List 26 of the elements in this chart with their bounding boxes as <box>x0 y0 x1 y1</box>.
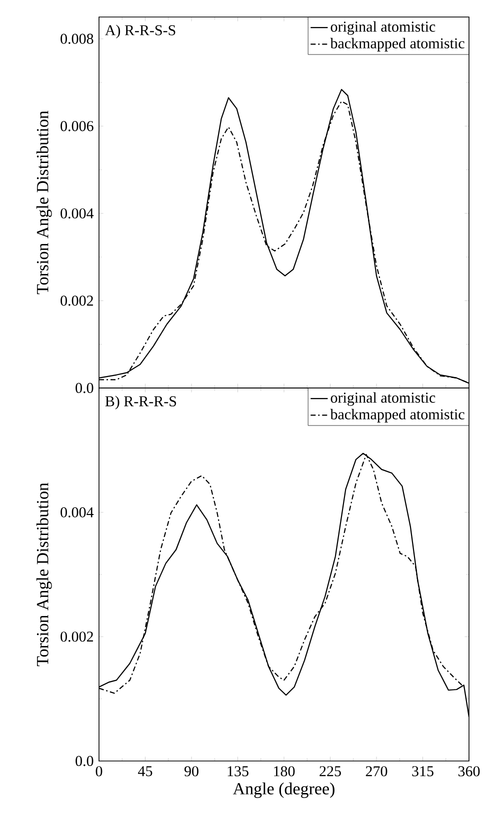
y-tick-label: 0.004 <box>60 208 94 219</box>
x-tick-label: 0 <box>96 766 102 776</box>
x-tick-label: 90 <box>184 766 198 776</box>
y-axis-title: Torsion Angle Distribution <box>36 482 52 666</box>
y-tick-label: 0.0 <box>76 756 94 766</box>
x-tick-label: 270 <box>366 766 388 776</box>
annotation: B) R-R-R-S <box>105 396 176 410</box>
x-tick-label: 225 <box>320 766 341 776</box>
x-axis-title: Angle (degree) <box>232 782 334 798</box>
y-tick-label: 0.004 <box>60 507 94 518</box>
x-tick-label: 45 <box>138 766 152 776</box>
y-tick-label: 0.008 <box>60 34 94 44</box>
annotation: A) R-R-S-S <box>104 24 176 38</box>
x-tick-label: 360 <box>458 766 480 776</box>
legend-label: backmapped atomistic <box>330 408 464 422</box>
x-tick-label: 135 <box>228 766 248 776</box>
x-tick-label: 180 <box>274 766 295 776</box>
y-tick-label: 0.006 <box>60 121 94 132</box>
y-tick-label: 0.0 <box>76 382 94 394</box>
text: original atomistic <box>330 392 436 406</box>
text: original atomistic <box>330 21 436 35</box>
y-axis-title: Torsion Angle Distribution <box>36 110 52 294</box>
x-tick-label: 315 <box>412 766 434 776</box>
y-tick-label: 0.002 <box>60 296 93 306</box>
y-tick-label: 0.002 <box>60 632 93 642</box>
legend-label: backmapped atomistic <box>330 38 464 52</box>
